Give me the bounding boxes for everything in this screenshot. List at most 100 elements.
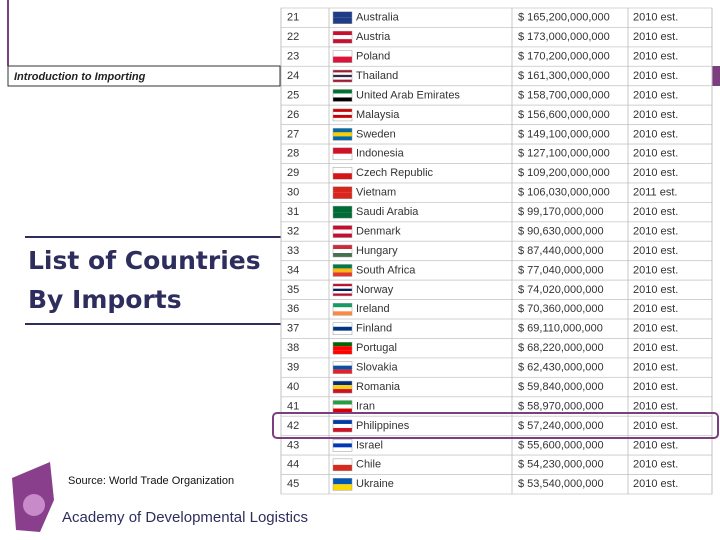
- country: Ireland: [356, 303, 390, 315]
- imports-value: $ 106,030,000,000: [518, 187, 610, 199]
- flag: [333, 400, 352, 405]
- rank: 32: [287, 225, 299, 237]
- rank: 40: [287, 381, 299, 393]
- flag: [333, 322, 352, 327]
- flag: [333, 117, 352, 121]
- year: 2010 est.: [633, 12, 678, 24]
- imports-value: $ 87,440,000,000: [518, 245, 604, 257]
- flag: [333, 293, 352, 296]
- flag-border: [332, 380, 353, 394]
- flag: [333, 72, 352, 75]
- year: 2010 est.: [633, 109, 678, 121]
- flag: [333, 229, 352, 234]
- year: 2010 est.: [633, 381, 678, 393]
- rank: 26: [287, 109, 299, 121]
- flag: [333, 35, 352, 40]
- flag: [333, 478, 352, 485]
- year: 2010 est.: [633, 31, 678, 43]
- year: 2010 est.: [633, 284, 678, 296]
- country: Australia: [356, 12, 400, 24]
- year: 2010 est.: [633, 89, 678, 101]
- flag: [333, 288, 352, 292]
- rank: 22: [287, 31, 299, 43]
- year: 2010 est.: [633, 167, 678, 179]
- year: 2010 est.: [633, 478, 678, 490]
- rank: 38: [287, 342, 299, 354]
- flag: [333, 11, 352, 18]
- year: 2010 est.: [633, 420, 678, 432]
- flag-border: [332, 225, 353, 238]
- flag-border: [332, 264, 353, 277]
- country: United Arab Emirates: [356, 89, 460, 101]
- flag: [333, 132, 352, 137]
- year: 2010 est.: [633, 362, 678, 374]
- flag: [333, 365, 352, 370]
- flag: [333, 286, 352, 289]
- country: Slovakia: [356, 362, 398, 374]
- flag: [333, 464, 352, 471]
- flag-border: [332, 186, 353, 199]
- highlight: [272, 412, 719, 439]
- country: Iran: [356, 400, 375, 412]
- rank: 21: [287, 12, 299, 24]
- rank: 23: [287, 51, 299, 63]
- source: Source: World Trade Organization: [68, 475, 234, 487]
- logo: [12, 462, 54, 532]
- flag: [333, 173, 352, 180]
- flag: [333, 385, 352, 390]
- country: Saudi Arabia: [356, 206, 419, 218]
- flag: [333, 381, 352, 386]
- imports-value: $ 149,100,000,000: [518, 128, 610, 140]
- rank: 24: [287, 70, 299, 82]
- flag: [333, 439, 352, 444]
- imports-value: $ 109,200,000,000: [518, 167, 610, 179]
- imports-value: $ 57,240,000,000: [518, 420, 604, 432]
- title-line: List of Countries: [28, 246, 261, 275]
- flag: [333, 17, 352, 24]
- imports-value: $ 59,840,000,000: [518, 381, 604, 393]
- section-mark: [712, 66, 720, 86]
- imports-value: $ 58,970,000,000: [518, 400, 604, 412]
- imports-value: $ 158,700,000,000: [518, 89, 610, 101]
- flag-border: [332, 30, 353, 44]
- rank: 37: [287, 323, 299, 335]
- country: Finland: [356, 323, 392, 335]
- flag: [333, 311, 352, 316]
- flag: [333, 330, 352, 335]
- flag-border: [332, 147, 353, 161]
- flag-border: [332, 69, 353, 83]
- flag: [333, 186, 352, 193]
- flag: [333, 89, 352, 94]
- flag: [333, 427, 352, 432]
- country: Philippines: [356, 420, 410, 432]
- flag: [333, 291, 352, 294]
- flag: [333, 79, 352, 83]
- imports-value: $ 74,020,000,000: [518, 284, 604, 296]
- imports-value: $ 90,630,000,000: [518, 225, 604, 237]
- year: 2010 est.: [633, 323, 678, 335]
- year: 2011 est.: [633, 187, 677, 199]
- flag-border: [332, 283, 353, 297]
- imports-value: $ 156,600,000,000: [518, 109, 610, 121]
- rank: 41: [287, 400, 299, 412]
- country: Portugal: [356, 342, 397, 354]
- flag: [333, 245, 352, 249]
- rank: 35: [287, 284, 299, 296]
- flag: [333, 206, 352, 213]
- flag: [333, 114, 352, 118]
- flag-border: [332, 341, 353, 355]
- year: 2010 est.: [633, 70, 678, 82]
- flag: [333, 264, 352, 269]
- flag: [333, 408, 352, 413]
- flag: [333, 136, 352, 141]
- flag: [333, 447, 352, 452]
- rank: 43: [287, 439, 299, 451]
- imports-value: $ 127,100,000,000: [518, 148, 610, 160]
- flag: [333, 147, 352, 154]
- country: Hungary: [356, 245, 398, 257]
- rank: 34: [287, 264, 299, 276]
- country: Denmark: [356, 225, 401, 237]
- flag: [333, 361, 352, 366]
- section-band: [7, 65, 281, 87]
- flag: [333, 419, 352, 424]
